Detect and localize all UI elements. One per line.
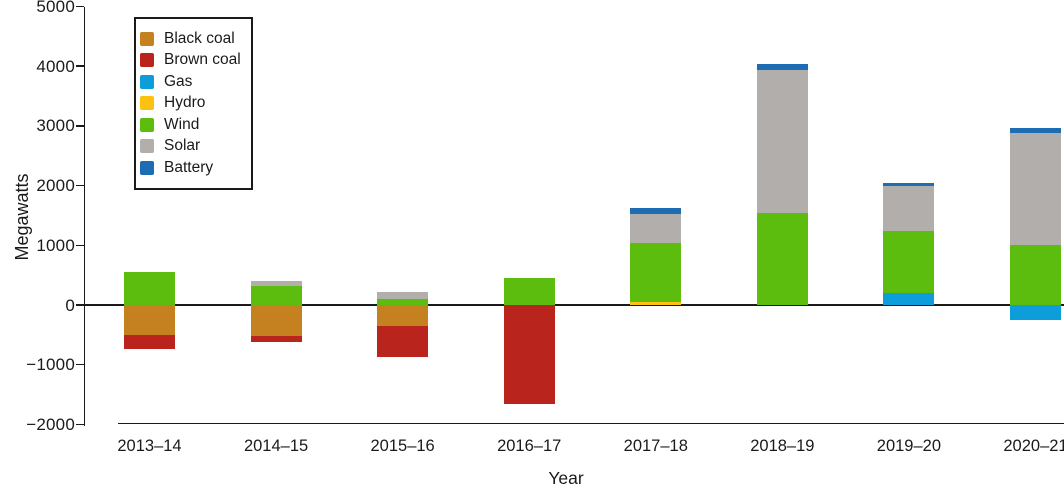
x-tick-label: 2018–19 <box>750 437 815 455</box>
y-tick-mark <box>76 184 84 187</box>
bar-segment-wind-5 <box>756 212 808 305</box>
bar-segment-battery-7 <box>1009 127 1061 134</box>
bar-segment-brown-coal-1 <box>250 336 302 342</box>
y-tick-label: 5000 <box>36 0 75 16</box>
y-tick-label: 1000 <box>36 235 75 255</box>
bar-segment-battery-5 <box>756 63 808 71</box>
legend-item-battery: Battery <box>140 157 241 179</box>
legend-item-wind: Wind <box>140 114 241 136</box>
y-tick-label: −1000 <box>26 355 75 375</box>
bar-segment-solar-4 <box>630 213 682 243</box>
bar-segment-wind-7 <box>1009 245 1061 305</box>
x-tick-label: 2014–15 <box>243 437 309 455</box>
y-tick-mark <box>76 363 84 366</box>
bar-segment-wind-1 <box>250 286 302 305</box>
bar-segment-gas-7 <box>1009 305 1061 320</box>
bar-segment-brown-coal-2 <box>377 325 429 358</box>
legend-swatch-gas <box>140 74 154 89</box>
bar-segment-wind-0 <box>124 271 175 305</box>
y-axis-title: Megawatts <box>12 173 32 261</box>
legend-swatch-black-coal <box>140 31 154 46</box>
legend-item-hydro: Hydro <box>140 93 241 115</box>
bar-segment-black-coal-2 <box>377 305 429 326</box>
legend-label-hydro: Hydro <box>164 94 206 112</box>
y-tick-mark <box>76 5 84 8</box>
legend-label-gas: Gas <box>164 72 193 90</box>
x-axis-title: Year <box>548 468 584 487</box>
y-tick-mark <box>76 423 84 426</box>
x-tick-label: 2019–20 <box>876 437 942 455</box>
y-axis-line <box>83 6 86 426</box>
legend-swatch-hydro <box>140 96 154 111</box>
y-tick-mark <box>76 65 84 67</box>
legend-swatch-wind <box>140 117 154 132</box>
bar-segment-hydro-4 <box>630 301 682 305</box>
bar-segment-wind-6 <box>883 230 935 294</box>
bar-segment-wind-3 <box>503 277 555 305</box>
y-tick-mark <box>76 304 84 306</box>
bar-segment-solar-6 <box>883 185 935 231</box>
zero-line <box>85 304 1064 306</box>
bar-segment-gas-6 <box>883 293 935 305</box>
legend-swatch-battery <box>140 160 154 175</box>
bar-segment-battery-6 <box>883 183 935 186</box>
y-tick-label: −2000 <box>26 414 75 434</box>
bar-segment-wind-4 <box>630 242 682 302</box>
bar-segment-solar-5 <box>756 70 808 213</box>
bar-segment-black-coal-1 <box>250 305 302 337</box>
legend-label-solar: Solar <box>164 137 201 155</box>
legend-label-wind: Wind <box>164 115 200 133</box>
bar-segment-solar-2 <box>377 291 429 300</box>
legend-label-brown-coal: Brown coal <box>164 51 241 69</box>
legend-swatch-solar <box>140 139 154 154</box>
legend-swatch-brown-coal <box>140 53 154 68</box>
y-tick-mark <box>76 125 84 127</box>
legend-label-battery: Battery <box>164 158 214 176</box>
y-tick-label: 2000 <box>36 176 75 196</box>
x-axis-line <box>118 422 1064 425</box>
bar-segment-brown-coal-0 <box>124 335 175 350</box>
x-tick-label: 2017–18 <box>623 437 688 455</box>
bar-segment-solar-7 <box>1009 133 1061 246</box>
bar-segment-brown-coal-3 <box>503 305 555 404</box>
y-tick-label: 4000 <box>36 56 75 76</box>
y-tick-mark <box>76 244 84 247</box>
legend-item-brown-coal: Brown coal <box>140 50 241 72</box>
x-tick-label: 2015–16 <box>370 437 435 455</box>
legend-label-black-coal: Black coal <box>164 29 235 47</box>
legend-item-black-coal: Black coal <box>140 28 241 50</box>
bar-segment-black-coal-0 <box>124 305 175 336</box>
x-tick-label: 2020–21 <box>1003 437 1064 455</box>
bar-segment-battery-4 <box>630 207 682 214</box>
y-tick-label: 0 <box>65 295 75 315</box>
legend-item-gas: Gas <box>140 71 241 93</box>
bar-segment-wind-2 <box>377 299 429 305</box>
bar-segment-solar-1 <box>250 280 302 287</box>
x-tick-label: 2016–17 <box>497 437 562 455</box>
legend: Black coal Brown coal Gas Hydro Wind Solar Bat… <box>134 17 253 190</box>
legend-item-solar: Solar <box>140 136 241 158</box>
y-tick-label: 3000 <box>36 116 75 136</box>
x-tick-label: 2013–14 <box>117 437 182 455</box>
